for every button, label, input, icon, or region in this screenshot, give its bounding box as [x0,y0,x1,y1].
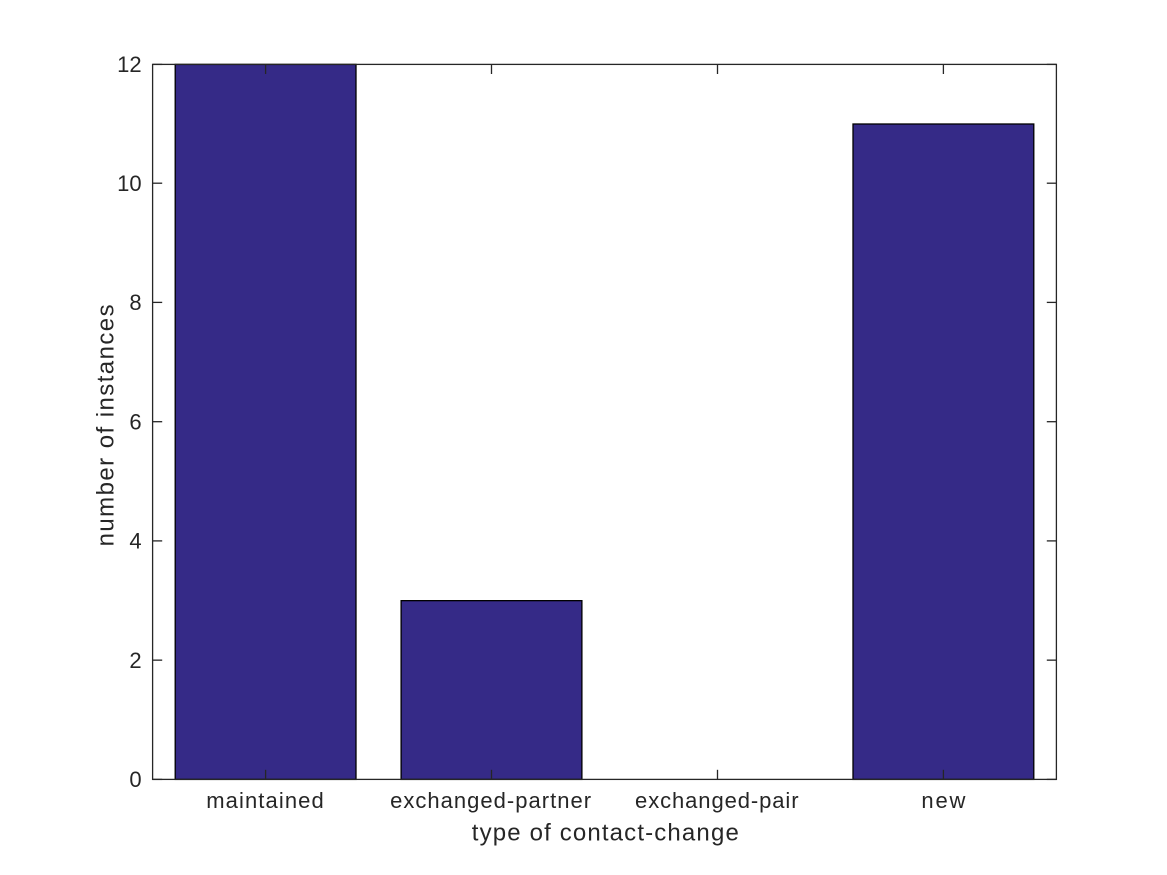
svg-text:2: 2 [129,648,141,673]
svg-text:exchanged-pair: exchanged-pair [635,788,799,813]
svg-text:type of contact-change: type of contact-change [472,820,739,847]
svg-text:maintained: maintained [206,788,324,813]
svg-text:new: new [921,788,965,813]
svg-text:number of instances: number of instances [93,304,120,546]
svg-text:0: 0 [129,767,141,792]
svg-text:10: 10 [117,171,141,196]
svg-text:4: 4 [129,529,141,554]
svg-text:12: 12 [117,52,141,77]
svg-text:exchanged-partner: exchanged-partner [390,788,591,813]
svg-text:6: 6 [129,409,141,434]
svg-text:8: 8 [129,290,141,315]
